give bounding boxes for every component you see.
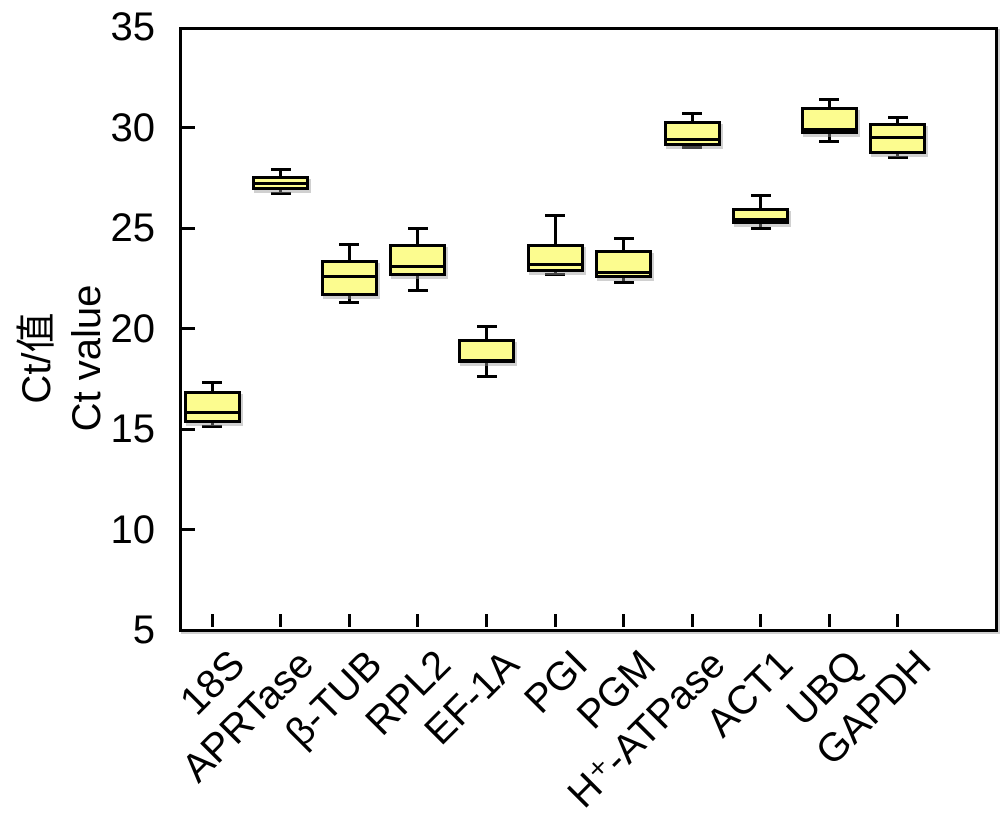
whisker-cap-top xyxy=(750,194,771,198)
whisker-cap-top xyxy=(407,226,428,230)
x-tick-mark xyxy=(279,614,283,627)
whisker-cap-top xyxy=(202,381,223,385)
whisker-cap-top xyxy=(476,324,497,328)
median-line xyxy=(735,218,787,222)
median-line xyxy=(323,274,375,278)
whisker-cap-bottom xyxy=(545,272,566,276)
whisker-cap-bottom xyxy=(750,226,771,230)
whisker-cap-bottom xyxy=(270,192,291,196)
box-rect xyxy=(732,207,790,224)
x-tick-mark xyxy=(896,614,900,627)
whisker-cap-top xyxy=(270,168,291,172)
whisker-cap-bottom xyxy=(407,288,428,292)
y-tick-mark xyxy=(182,427,195,431)
y-tick-label: 30 xyxy=(110,105,156,150)
whisker-cap-top xyxy=(545,214,566,218)
y-axis-label-line2: Ct value xyxy=(65,284,109,432)
whisker-cap-bottom xyxy=(887,156,908,160)
median-line xyxy=(598,270,650,274)
box-rect xyxy=(595,250,653,279)
plot-area xyxy=(179,27,998,632)
median-line xyxy=(255,182,307,186)
x-tick-mark xyxy=(347,614,351,627)
whisker-cap-bottom xyxy=(202,425,223,429)
box-rect xyxy=(183,390,241,423)
median-line xyxy=(392,264,444,268)
median-line xyxy=(529,262,581,266)
whisker-cap-bottom xyxy=(476,375,497,379)
x-tick-mark xyxy=(485,614,488,627)
x-tick-mark xyxy=(553,614,557,627)
median-line xyxy=(872,136,924,140)
x-tick-mark xyxy=(690,614,694,627)
x-tick-mark xyxy=(759,614,763,627)
whisker-cap-bottom xyxy=(819,140,840,144)
y-tick-label: 20 xyxy=(110,306,156,351)
whisker-cap-bottom xyxy=(613,280,634,284)
y-tick-mark xyxy=(182,126,195,129)
x-tick-mark xyxy=(416,614,420,627)
median-line xyxy=(666,138,718,142)
median-line xyxy=(461,359,512,363)
box-rect xyxy=(320,260,378,297)
whisker-cap-top xyxy=(682,111,703,115)
median-line xyxy=(803,128,855,131)
whisker-cap-top xyxy=(613,236,634,240)
whisker-cap-bottom xyxy=(682,146,703,150)
y-axis-label-line1: Ct/值 xyxy=(15,312,59,404)
y-tick-label: 5 xyxy=(132,608,155,652)
box-rect xyxy=(526,244,584,273)
whisker-cap-top xyxy=(887,115,908,119)
y-tick-label: 25 xyxy=(110,206,156,250)
box-rect xyxy=(663,121,721,146)
median-line xyxy=(186,411,238,415)
whisker-cap-top xyxy=(339,242,360,246)
x-tick-mark xyxy=(827,614,831,627)
box-rect xyxy=(389,244,447,277)
y-axis-label: Ct/值 Ct value xyxy=(12,218,112,498)
y-tick-label: 10 xyxy=(110,507,156,552)
x-tick-mark xyxy=(210,614,214,627)
y-tick-label: 35 xyxy=(110,5,156,49)
whisker-cap-top xyxy=(819,97,840,101)
y-tick-mark xyxy=(182,226,195,230)
y-tick-label: 15 xyxy=(110,407,156,451)
x-tick-mark xyxy=(622,614,626,627)
whisker-cap-bottom xyxy=(339,300,360,304)
y-tick-mark xyxy=(182,327,195,330)
y-tick-mark xyxy=(182,528,195,531)
